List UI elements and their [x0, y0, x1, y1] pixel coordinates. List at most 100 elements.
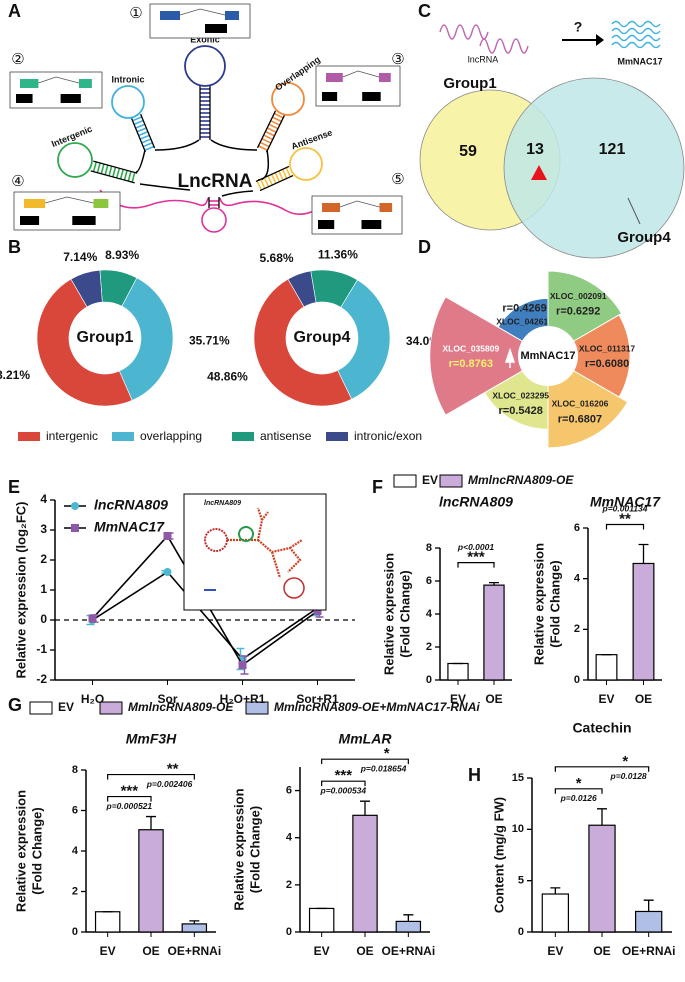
intron [342, 70, 380, 78]
rose-sector [547, 355, 629, 449]
p-value: p=0.000534 [320, 785, 367, 795]
y-tick-label: 5 [518, 875, 524, 887]
class-label: Intronic [112, 74, 145, 84]
significance-stars: *** [467, 549, 485, 566]
significance-bracket [554, 766, 650, 772]
y-axis-label: Relative expression [381, 553, 396, 675]
bar [181, 923, 208, 933]
panel-label: E [8, 477, 20, 497]
significance-bracket [107, 773, 195, 780]
exon [205, 24, 227, 33]
y-tick-label: 4 [426, 608, 433, 620]
backbone [135, 139, 270, 197]
class-number: ② [11, 51, 24, 68]
x-tick-label: EV [100, 944, 116, 958]
stem-rung [133, 119, 144, 126]
x-tick-label: OE [593, 944, 610, 958]
y-tick-label: 1 [40, 582, 47, 596]
p-value: p=0.018654 [360, 763, 407, 773]
value-label: 11.36% [318, 248, 358, 262]
stem-rail [130, 117, 146, 153]
exon [20, 79, 39, 88]
loop [271, 82, 305, 116]
loop [57, 142, 93, 178]
stem-rung [96, 162, 101, 173]
panel-label: D [418, 237, 431, 257]
stem-rung [104, 164, 109, 175]
y-tick-label: 10 [512, 823, 524, 835]
y-tick-label: 0 [518, 926, 524, 938]
stem-rung [273, 112, 284, 119]
bar [541, 893, 569, 933]
question: ? [574, 19, 583, 35]
legend-marker [71, 502, 79, 510]
stem-rung [261, 137, 272, 144]
rose-value: r=0.6292 [556, 306, 600, 318]
rose-center-label: MmNAC17 [520, 350, 575, 362]
exon [160, 11, 180, 20]
legend-label: intronic/exon [354, 429, 422, 443]
rose-category: XLOC_035809 [442, 343, 499, 353]
stem-rail [140, 113, 156, 149]
stem-rung [119, 169, 124, 180]
significance-bracket [605, 523, 645, 530]
significance-bracket [554, 788, 603, 794]
panel-label: A [8, 1, 21, 21]
x-tick-label: H₂O+R1 [220, 692, 266, 706]
rose-category: XLOC_002091 [550, 291, 607, 301]
y-axis-label: (Fold Change) [29, 807, 44, 894]
legend-swatch [18, 432, 40, 441]
stem-rung [123, 170, 128, 181]
exon [225, 11, 239, 20]
target-squiggle [611, 41, 661, 49]
chart-title: MmLAR [339, 731, 393, 747]
x-tick-label: Sor [157, 692, 177, 706]
bar [447, 662, 469, 681]
significance-stars: *** [121, 783, 139, 800]
y-tick-label: 0 [40, 612, 47, 626]
y-tick-label: 0 [72, 926, 78, 938]
legend-label: MmlncRNA809-OE [468, 473, 574, 487]
significance-stars: ** [619, 510, 631, 527]
x-tick-label: OE [485, 692, 502, 706]
chart-title: MmF3H [126, 731, 177, 747]
exon [16, 94, 33, 103]
y-tick-label: 3 [40, 522, 47, 536]
significance-stars: ** [167, 761, 179, 778]
bar [595, 654, 618, 681]
y-tick-label: 4 [286, 832, 293, 844]
x-tick-label: EV [547, 944, 563, 958]
donut-segment [310, 269, 358, 308]
error-bar [360, 800, 370, 816]
stem-rung [144, 145, 155, 152]
exon [72, 216, 96, 225]
significance-bracket [321, 780, 366, 787]
legend-swatch [245, 701, 269, 715]
stem-rung [115, 168, 121, 179]
y-tick-label: 2 [72, 885, 78, 897]
y-axis-label: Relative expression [231, 788, 246, 910]
x-tick-label: OE [142, 944, 159, 958]
error-bar [550, 887, 561, 895]
venn-count: 121 [599, 141, 626, 158]
donut-segment [253, 278, 353, 407]
stem-rail [256, 110, 277, 149]
value-label: 8.93% [105, 248, 139, 262]
rose-center [518, 326, 578, 386]
stem-rung [92, 161, 97, 172]
chart-title: Catechin [572, 720, 631, 736]
source-label: lncRNA [468, 54, 499, 64]
x-tick-label: OE+RNAi [622, 944, 676, 958]
stem-rung [278, 170, 284, 181]
stem-rung [281, 169, 288, 179]
donut-segment [287, 270, 317, 308]
stem-rung [268, 123, 279, 130]
class-number: ① [129, 5, 142, 22]
stem-rung [112, 167, 117, 178]
error-bar [643, 899, 654, 912]
rna-structure [227, 507, 303, 579]
venn-count: 59 [459, 143, 477, 160]
rose-category: XLOC_016206 [552, 399, 609, 409]
y-tick-label: 2 [40, 552, 47, 566]
highlight-triangle [531, 165, 547, 180]
